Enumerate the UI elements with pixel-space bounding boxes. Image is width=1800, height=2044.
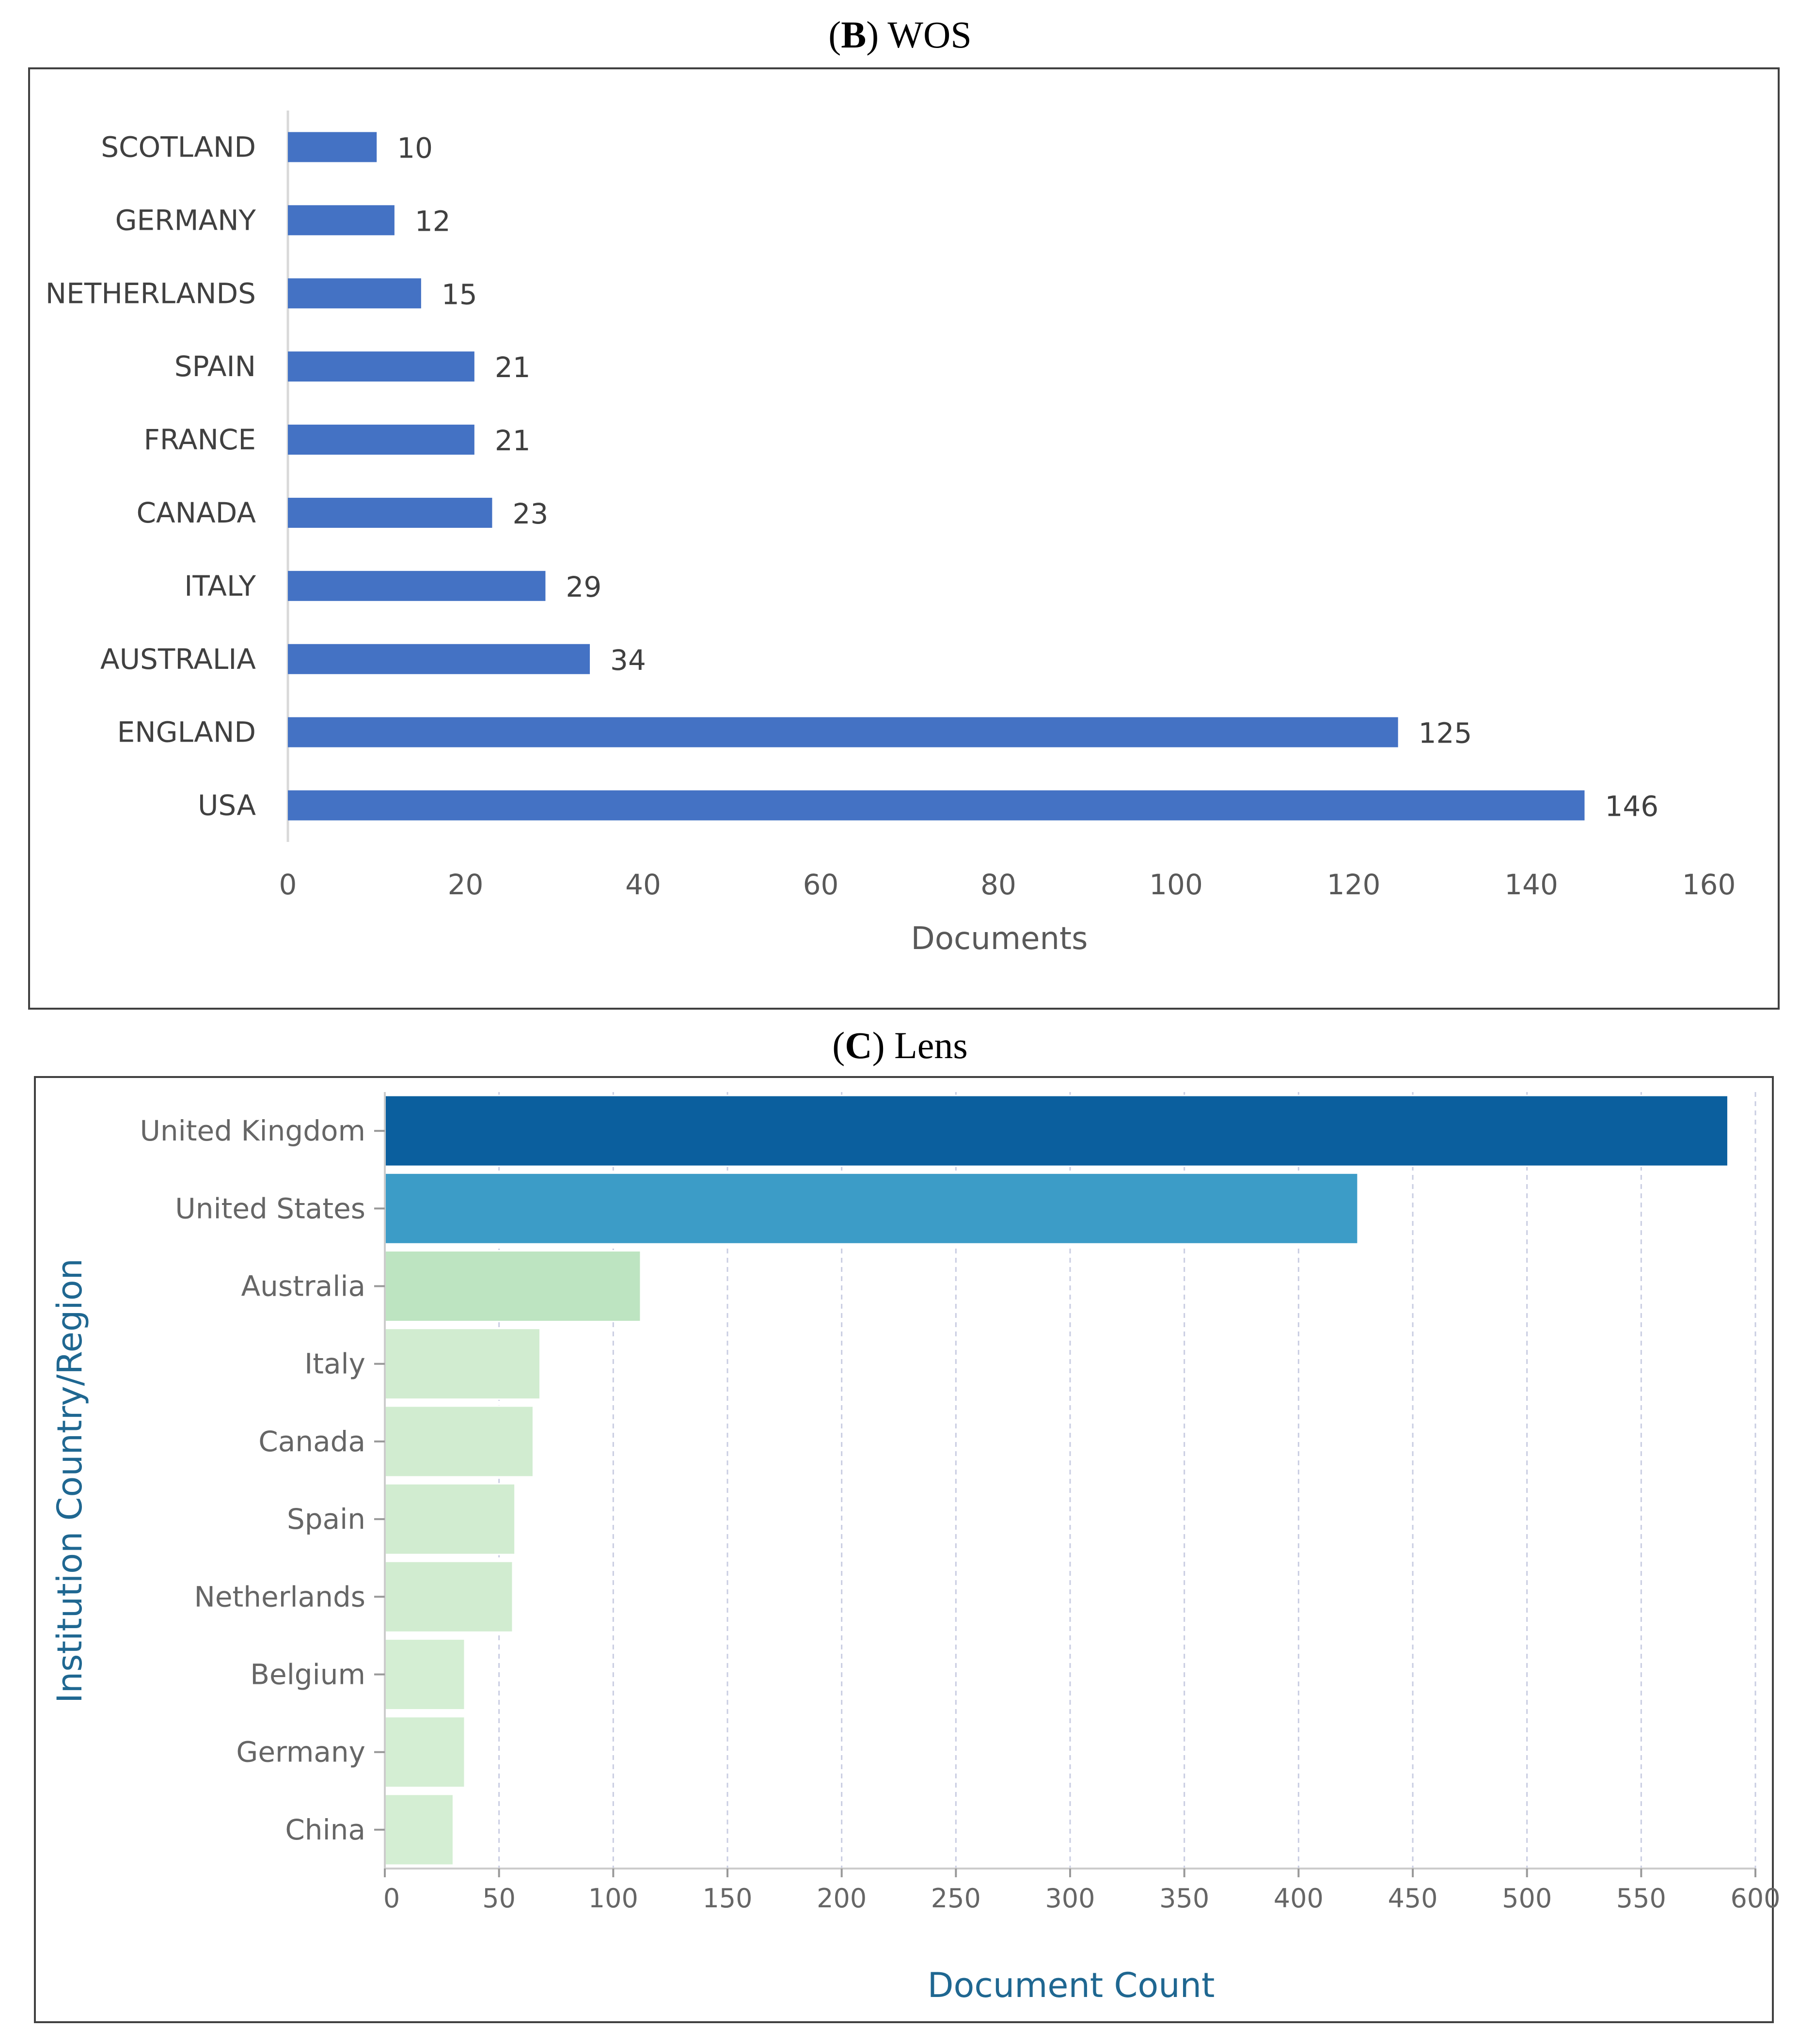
- lens-category-label: Italy: [304, 1347, 365, 1380]
- lens-bar: [384, 1250, 642, 1322]
- wos-panel-letter: B: [841, 14, 866, 56]
- lens-x-tick-label: 200: [817, 1883, 867, 1914]
- wos-data-label: 21: [495, 424, 531, 457]
- wos-x-tick-label: 120: [1327, 868, 1381, 901]
- wos-x-tick-label: 80: [980, 868, 1016, 901]
- lens-panel-title: (C) Lens: [832, 1024, 967, 1066]
- wos-data-label: 15: [442, 278, 477, 311]
- lens-category-label: United States: [175, 1192, 365, 1225]
- wos-category-label: ITALY: [184, 570, 256, 602]
- wos-bar: [288, 790, 1585, 821]
- lens-category-label: China: [285, 1813, 365, 1846]
- wos-data-labels: 10 12 15 21 21 23 29 34 125 146: [397, 131, 1658, 823]
- lens-x-tick-label: 250: [931, 1883, 981, 1914]
- lens-bar: [384, 1405, 534, 1478]
- wos-bar: [288, 132, 377, 162]
- lens-category-label: Australia: [241, 1270, 365, 1303]
- lens-bar: [384, 1094, 1729, 1167]
- wos-category-label: SCOTLAND: [101, 130, 256, 163]
- wos-bar: [288, 644, 590, 674]
- wos-x-tick-label: 60: [803, 868, 839, 901]
- wos-data-label: 125: [1419, 717, 1472, 750]
- wos-bar: [288, 205, 395, 236]
- lens-y-axis-title: Institution Country/Region: [50, 1258, 90, 1703]
- lens-bars: [384, 1094, 1729, 1866]
- wos-bars: [288, 132, 1585, 821]
- wos-x-tick-label: 0: [279, 868, 297, 901]
- wos-x-tick-label: 20: [448, 868, 484, 901]
- wos-category-label: FRANCE: [143, 423, 256, 456]
- wos-category-label: NETHERLANDS: [46, 277, 256, 310]
- lens-x-tick-label: 50: [482, 1883, 516, 1914]
- wos-panel-title: (B) WOS: [828, 14, 971, 56]
- wos-category-label: USA: [198, 789, 256, 822]
- lens-bar: [384, 1560, 514, 1633]
- lens-category-label: Canada: [258, 1425, 365, 1458]
- wos-category-label: AUSTRALIA: [100, 643, 256, 676]
- wos-x-tick-label: 40: [625, 868, 661, 901]
- lens-panel-name: Lens: [894, 1024, 968, 1066]
- wos-data-label: 29: [566, 570, 601, 603]
- lens-x-tick-label: 300: [1045, 1883, 1095, 1914]
- lens-category-label: United Kingdom: [140, 1114, 365, 1147]
- lens-bar: [384, 1483, 516, 1555]
- lens-x-axis-title: Document Count: [928, 1965, 1215, 2005]
- wos-x-tick-labels: 0 20 40 60 80 100 120 140 160: [279, 868, 1736, 901]
- lens-bar: [384, 1638, 466, 1711]
- lens-x-tick-labels: 0 50 100 150 200 250 300 350 400 450 500 550 600: [383, 1869, 1781, 1914]
- lens-bar: [384, 1716, 466, 1789]
- wos-category-labels: SCOTLAND GERMANY NETHERLANDS SPAIN FRANCE CAN…: [46, 130, 256, 822]
- wos-data-label: 146: [1605, 790, 1658, 823]
- wos-bar: [288, 497, 492, 528]
- lens-bar: [384, 1172, 1359, 1245]
- lens-bar: [384, 1793, 454, 1866]
- wos-data-label: 21: [495, 351, 531, 384]
- wos-data-label: 12: [415, 205, 451, 238]
- wos-bar: [288, 278, 421, 309]
- lens-category-label: Spain: [287, 1503, 365, 1536]
- lens-x-tick-label: 100: [588, 1883, 638, 1914]
- wos-bar: [288, 570, 546, 601]
- lens-x-tick-label: 550: [1616, 1883, 1666, 1914]
- lens-category-label: Germany: [236, 1736, 365, 1769]
- wos-category-label: CANADA: [136, 496, 256, 529]
- lens-x-tick-label: 400: [1274, 1883, 1324, 1914]
- lens-x-tick-label: 600: [1730, 1883, 1780, 1914]
- wos-x-axis-title: Documents: [911, 921, 1088, 957]
- wos-x-tick-label: 140: [1504, 868, 1558, 901]
- wos-bar: [288, 425, 474, 455]
- lens-category-labels: United Kingdom United States Australia Ital…: [140, 1114, 385, 1846]
- wos-bar: [288, 717, 1398, 747]
- wos-category-label: GERMANY: [115, 204, 256, 237]
- wos-x-tick-label: 160: [1682, 868, 1736, 901]
- lens-category-label: Netherlands: [194, 1580, 365, 1613]
- lens-bar: [384, 1328, 541, 1400]
- lens-x-tick-label: 500: [1502, 1883, 1552, 1914]
- wos-category-label: ENGLAND: [117, 716, 256, 749]
- lens-category-label: Belgium: [250, 1658, 365, 1691]
- wos-bar: [288, 351, 474, 382]
- lens-x-tick-label: 150: [702, 1883, 752, 1914]
- wos-data-label: 10: [397, 131, 433, 164]
- lens-x-tick-label: 350: [1159, 1883, 1209, 1914]
- wos-data-label: 34: [610, 644, 646, 677]
- lens-x-tick-label: 0: [383, 1883, 400, 1914]
- lens-x-tick-label: 450: [1388, 1883, 1437, 1914]
- wos-x-tick-label: 100: [1149, 868, 1203, 901]
- lens-panel-letter: C: [845, 1024, 872, 1066]
- wos-panel-name: WOS: [887, 14, 971, 56]
- wos-data-label: 23: [512, 497, 548, 530]
- wos-category-label: SPAIN: [174, 350, 256, 383]
